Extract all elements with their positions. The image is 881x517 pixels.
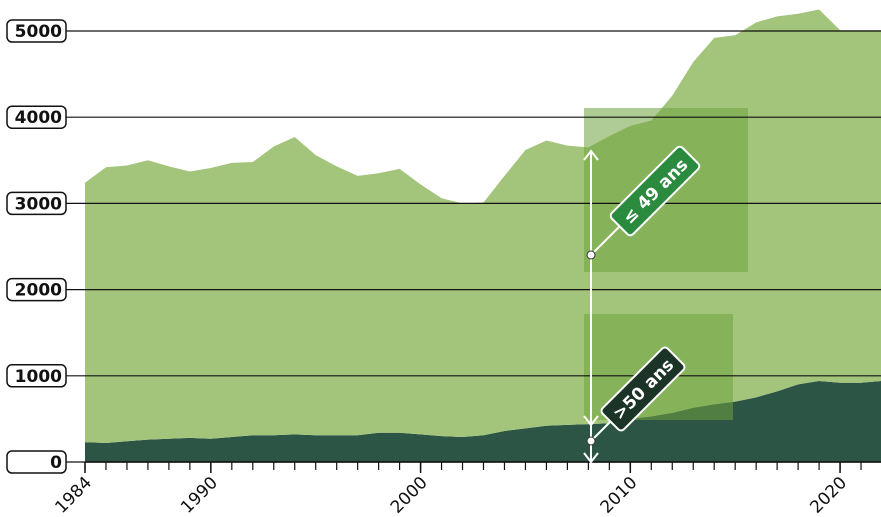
- x-tick-label: 2000: [387, 473, 432, 517]
- x-tick-label: 1990: [177, 473, 222, 517]
- x-tick-label: 2010: [597, 473, 642, 517]
- arrow-head: [583, 452, 599, 464]
- y-tick-label: 1000: [15, 367, 62, 387]
- y-tick-box: [6, 19, 67, 43]
- arrow-head: [583, 149, 599, 161]
- y-tick-label: 4000: [15, 108, 62, 128]
- areas: [85, 9, 881, 462]
- pointer-dot: [586, 436, 596, 446]
- pointer: [590, 225, 621, 256]
- y-tick-box: [6, 277, 67, 302]
- x-tick-label: 1984: [51, 473, 96, 517]
- y-tick-box: [6, 450, 67, 474]
- y-tick-box: [6, 105, 67, 129]
- y-tick-label: 2000: [15, 281, 62, 301]
- pointer: [590, 419, 613, 442]
- area: [85, 9, 881, 444]
- tag-box: [600, 346, 686, 432]
- x-tick-label: 2020: [806, 473, 851, 517]
- area: [85, 380, 881, 462]
- y-tick-label: 5000: [15, 22, 62, 42]
- arrow-head: [583, 415, 599, 427]
- y-tick-label: 3000: [15, 194, 62, 214]
- y-tick-label: 0: [50, 453, 62, 473]
- y-tick-box: [6, 364, 67, 388]
- tag-box: [609, 145, 701, 237]
- pointer-dot: [586, 250, 596, 260]
- y-tick-box: [6, 191, 67, 216]
